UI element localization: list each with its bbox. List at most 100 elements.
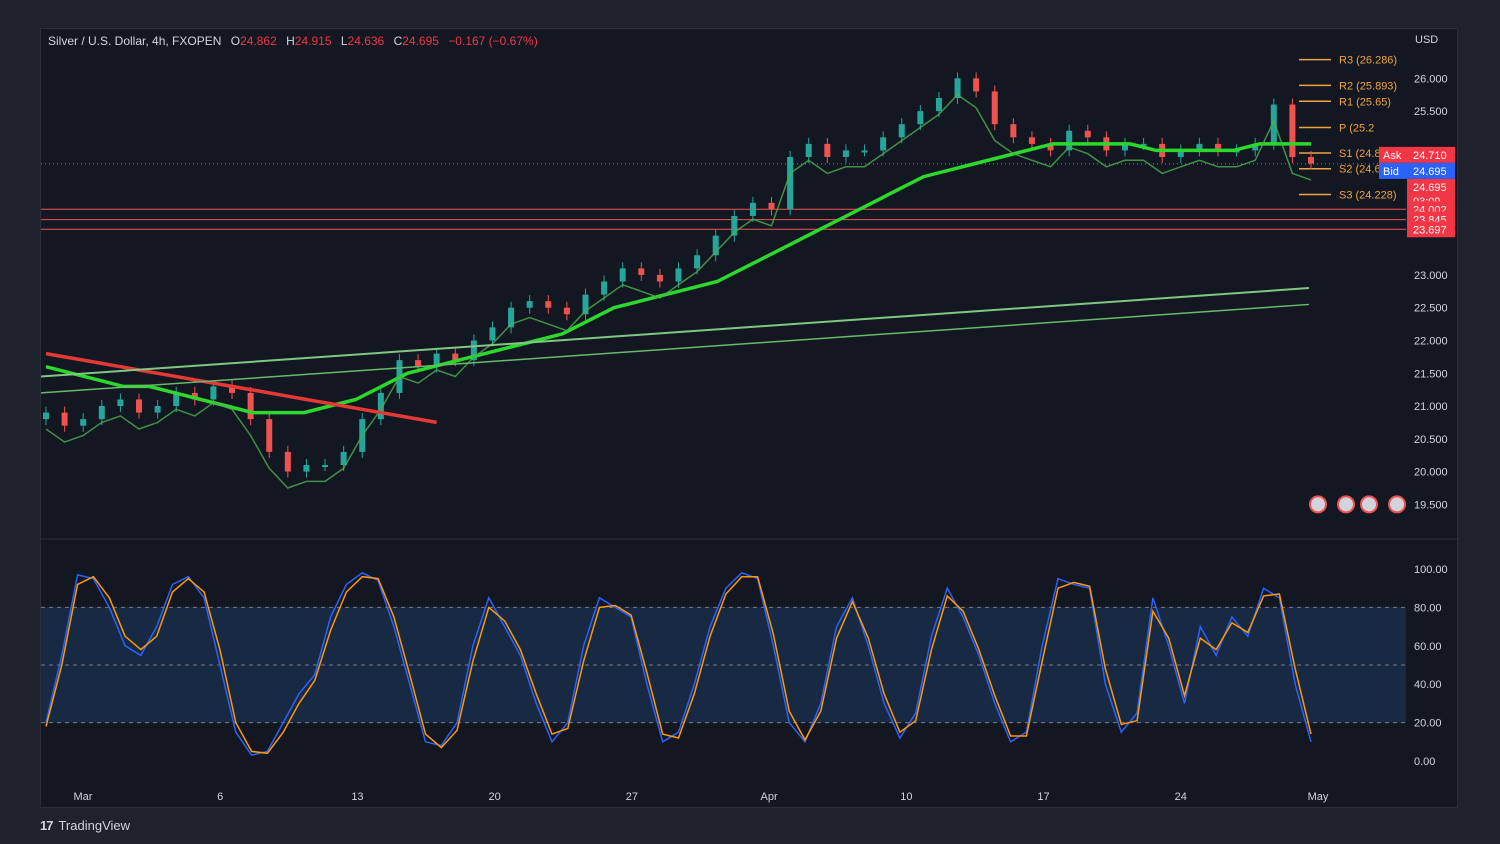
candle-body: [1252, 143, 1259, 151]
candle-body: [415, 360, 422, 367]
ema-fast-line: [45, 93, 1312, 489]
price-axis-tick: 19.500: [1414, 499, 1448, 511]
candle-body: [154, 406, 161, 413]
tradingview-logo-icon: 17: [40, 818, 54, 833]
economic-event-icon: [1337, 495, 1355, 514]
pivot-label: R1 (25.65): [1339, 96, 1391, 108]
candle-body: [824, 143, 831, 157]
candle-body: [861, 150, 868, 153]
symbol-title: Silver / U.S. Dollar, 4h, FXOPEN: [48, 34, 222, 48]
candle-body: [1121, 143, 1128, 151]
price-axis-tick: 23.000: [1414, 270, 1448, 282]
time-axis-tick: 13: [351, 791, 363, 803]
chart-legend: Silver / U.S. Dollar, 4h, FXOPEN O24.862…: [48, 34, 538, 48]
economic-event-icon: [1309, 495, 1327, 514]
sma-long-b-line: [41, 303, 1310, 394]
candle-body: [61, 412, 68, 426]
stoch-axis-tick: 60.00: [1414, 641, 1442, 653]
open-value: 24.862: [240, 34, 277, 48]
high-value: 24.915: [294, 34, 332, 48]
brand-name: TradingView: [58, 818, 131, 833]
candle-body: [619, 268, 626, 282]
time-axis-tick: 10: [900, 791, 912, 803]
high-label: H: [286, 34, 295, 48]
candle-body: [880, 137, 887, 151]
price-tag: [1407, 162, 1455, 179]
price-tag-value: 24.695: [1413, 166, 1447, 178]
price-axis-tick: 22.000: [1414, 335, 1448, 347]
candle-body: [1214, 143, 1221, 151]
candle-body: [954, 78, 961, 98]
candle-body: [1196, 143, 1203, 151]
candle-body: [917, 111, 924, 125]
ema-red-line: [45, 351, 438, 425]
price-axis-tick: 20.500: [1414, 434, 1448, 446]
currency-label: USD: [1415, 34, 1439, 46]
economic-event-icon: [1388, 495, 1406, 514]
time-axis-tick: May: [1308, 791, 1329, 803]
price-tag-value: 23.697: [1413, 224, 1447, 236]
stoch-d-line: [45, 575, 1312, 755]
candle-body: [210, 386, 217, 400]
price-tag-label: Bid: [1383, 166, 1399, 178]
tradingview-brand[interactable]: 17 TradingView: [40, 818, 130, 833]
stoch-axis-tick: 100.00: [1414, 564, 1448, 576]
candle-body: [935, 97, 942, 112]
candle-body: [1066, 130, 1073, 151]
price-axis-tick: 26.000: [1414, 73, 1448, 85]
candle-body: [1289, 104, 1296, 157]
candle-body: [638, 268, 645, 275]
candle-body: [433, 353, 440, 367]
price-tag: [1407, 221, 1455, 238]
candle-body: [768, 202, 775, 210]
candle-body: [1177, 150, 1184, 157]
time-axis-tick: 24: [1175, 791, 1187, 803]
candle-body: [284, 451, 291, 472]
candle-body: [470, 340, 477, 361]
candle-body: [266, 419, 273, 452]
candle-body: [80, 419, 87, 426]
price-axis-tick: 21.000: [1414, 401, 1448, 413]
chart-canvas[interactable]: 19.500 20.000 20.500 21.000 21.500 22.000 22.5…: [41, 29, 1459, 809]
candle-body: [1140, 143, 1147, 146]
candle-body: [508, 307, 515, 328]
low-value: 24.636: [347, 34, 385, 48]
candle-body: [452, 353, 459, 361]
candle-body: [98, 406, 105, 420]
time-axis-tick: 6: [217, 791, 223, 803]
candle-body: [247, 392, 254, 420]
pivot-label: S3 (24.228): [1339, 189, 1396, 201]
candle-body: [136, 399, 143, 413]
candle-body: [898, 124, 905, 138]
candle-body: [1028, 137, 1035, 144]
price-axis-tick: 21.500: [1414, 368, 1448, 380]
candle-body: [712, 235, 719, 256]
time-axis-tick: 17: [1037, 791, 1049, 803]
candle-body: [117, 399, 124, 407]
chart-frame[interactable]: 19.500 20.000 20.500 21.000 21.500 22.000 22.5…: [40, 28, 1459, 809]
candle-body: [1047, 143, 1054, 151]
stoch-axis-tick: 20.00: [1414, 718, 1442, 730]
candle-body: [582, 294, 589, 315]
candle-body: [1010, 124, 1017, 138]
candle-body: [805, 143, 812, 157]
time-axis-tick: Mar: [74, 791, 93, 803]
price-tag-label-box: [1379, 146, 1407, 163]
price-tag: [1407, 146, 1455, 163]
price-tag-label-box: [1379, 162, 1407, 179]
change-value: −0.167 (−0.67%): [448, 34, 538, 48]
candle-body: [842, 150, 849, 157]
pivot-label: R2 (25.893): [1339, 80, 1397, 92]
price-axis-tick: 22.500: [1414, 303, 1448, 315]
candle-body: [489, 327, 496, 341]
price-tag-value: 24.695: [1413, 182, 1447, 194]
candle-body: [694, 255, 701, 269]
candle-body: [749, 202, 756, 216]
candle-body: [526, 301, 533, 308]
price-tag-value: 24.710: [1413, 150, 1447, 162]
stoch-axis-tick: 40.00: [1414, 679, 1442, 691]
candle-body: [173, 392, 180, 407]
candle-body: [675, 268, 682, 282]
sma-long-a-line: [41, 287, 1310, 378]
candle-body: [1270, 104, 1277, 144]
